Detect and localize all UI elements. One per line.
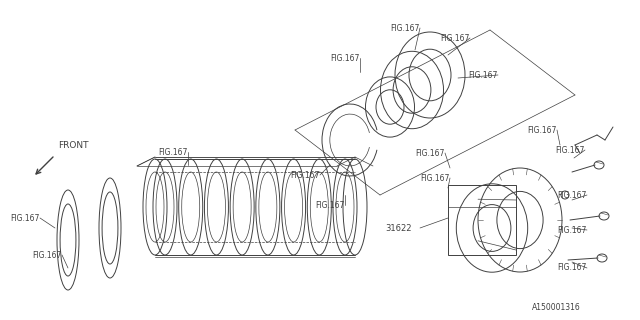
Text: FRONT: FRONT — [58, 141, 88, 150]
Text: FIG.167: FIG.167 — [555, 146, 584, 155]
Text: FIG.167: FIG.167 — [10, 213, 40, 222]
Text: FIG.167: FIG.167 — [557, 226, 586, 235]
Text: FIG.167: FIG.167 — [390, 23, 419, 33]
Text: FIG.167: FIG.167 — [32, 251, 61, 260]
Text: FIG.167: FIG.167 — [440, 34, 469, 43]
Text: FIG.167: FIG.167 — [557, 263, 586, 273]
Text: FIG.167: FIG.167 — [315, 201, 344, 210]
Text: FIG.167: FIG.167 — [330, 53, 360, 62]
Text: 31622: 31622 — [385, 223, 412, 233]
Bar — [448, 185, 516, 255]
Text: FIG.167: FIG.167 — [158, 148, 188, 156]
Text: FIG.167: FIG.167 — [468, 70, 497, 79]
Text: FIG.167: FIG.167 — [415, 148, 444, 157]
Text: FIG.167: FIG.167 — [557, 190, 586, 199]
Text: FIG.167: FIG.167 — [527, 125, 556, 134]
Text: A150001316: A150001316 — [532, 303, 580, 313]
Text: FIG.167: FIG.167 — [290, 171, 319, 180]
Text: FIG.167: FIG.167 — [420, 173, 449, 182]
